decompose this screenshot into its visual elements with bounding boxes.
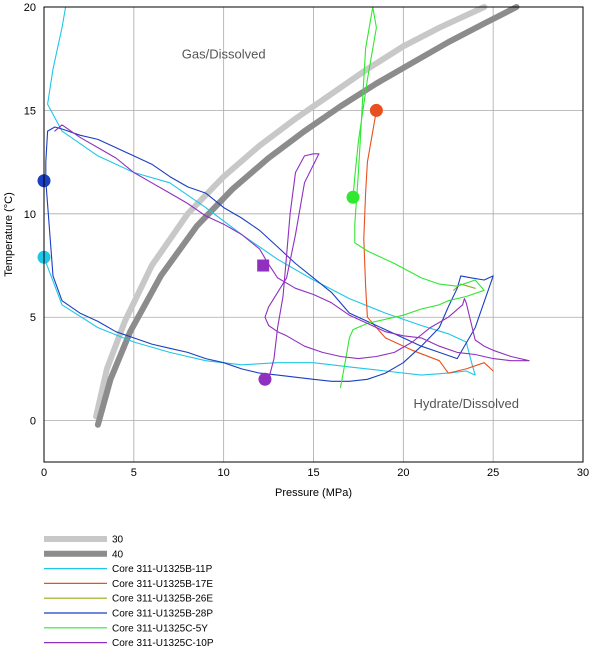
marker-circle-core-311-u1325c-5y: [346, 190, 360, 204]
legend-label-core-311-u1325b-28p: Core 311-U1325B-28P: [112, 609, 213, 620]
legend: 30 40 Core 311-U1325B-11P Core 311-U1325B-1…: [44, 535, 214, 649]
x-tick-label: 0: [41, 467, 47, 479]
x-tick-label: 10: [218, 467, 230, 479]
x-tick-label: 30: [577, 467, 589, 479]
series-40: [94, 4, 520, 428]
legend-label-30: 30: [112, 535, 124, 546]
marker-group: [37, 103, 383, 386]
annotation-gas-dissolved: Gas/Dissolved: [182, 47, 266, 62]
annotation-hydrate-dissolved: Hydrate/Dissolved: [413, 396, 519, 411]
y-tick-label: 15: [24, 105, 36, 117]
y-tick-label: 20: [24, 2, 36, 14]
plot-frame: [43, 6, 584, 463]
grid: [43, 6, 584, 462]
region-annotations: Gas/Dissolved Hydrate/Dissolved: [182, 47, 519, 412]
y-axis-label: Temperature (°C): [3, 192, 15, 276]
legend-label-core-311-u1325b-17e: Core 311-U1325B-17E: [112, 579, 213, 590]
x-axis-label: Pressure (MPa): [275, 487, 352, 499]
series-core-311-u1325c-5y: [339, 6, 485, 389]
marker-circle-core-311-u1325b-17e: [369, 103, 383, 117]
y-tick-label: 10: [24, 209, 36, 221]
x-tick-label: 5: [131, 467, 137, 479]
legend-label-40: 40: [112, 549, 124, 560]
legend-label-core-311-u1325c-10p: Core 311-U1325C-10P: [112, 638, 214, 649]
series-group: [43, 4, 530, 428]
series-30: [93, 4, 488, 420]
x-tick-label: 25: [487, 467, 499, 479]
x-tick-label: 15: [307, 467, 319, 479]
y-tick-label: 0: [30, 416, 36, 428]
x-tick-label: 20: [397, 467, 409, 479]
legend-label-core-311-u1325c-5y: Core 311-U1325C-5Y: [112, 623, 208, 634]
legend-label-core-311-u1325b-11p: Core 311-U1325B-11P: [112, 564, 213, 575]
marker-circle-core-311-u1325c-10p: [258, 372, 272, 386]
series-core-311-u1325b-11p: [43, 6, 476, 376]
tick-labels: 0 5 10 15 20 25 30 0 5 10 15 20: [24, 2, 589, 479]
y-tick-label: 5: [30, 312, 36, 324]
marker-square-core-311-u1325c-10p: [257, 259, 270, 272]
series-core-311-u1325b-28p: [45, 126, 494, 382]
series-core-311-u1325c-10p: [54, 124, 530, 380]
legend-label-core-311-u1325b-26e: Core 311-U1325B-26E: [112, 594, 213, 605]
